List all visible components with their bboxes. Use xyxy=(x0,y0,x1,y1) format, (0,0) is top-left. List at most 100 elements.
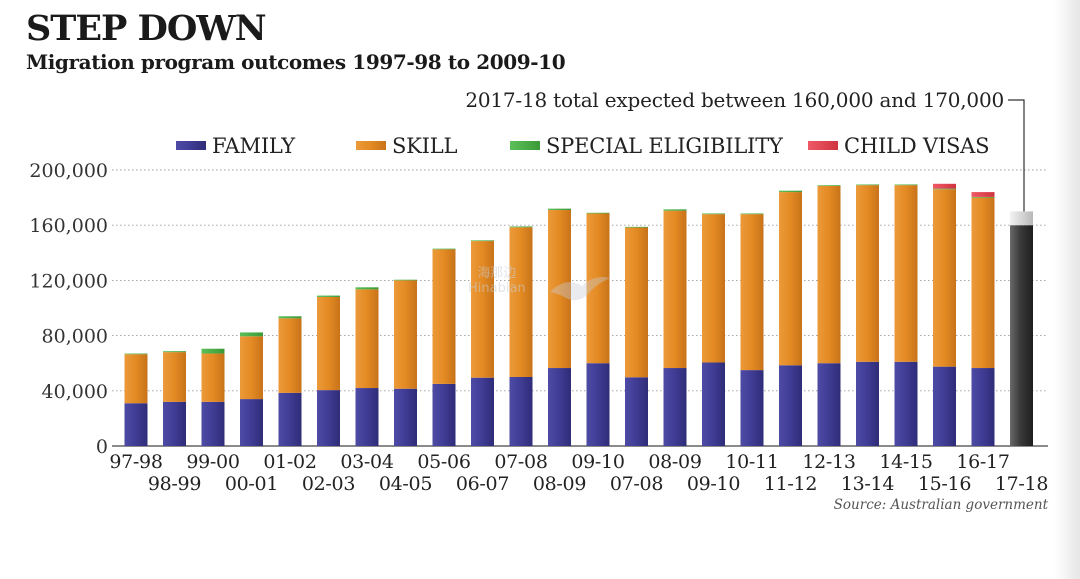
bar-segment-skill xyxy=(471,241,494,378)
x-tick-label: 99-00 xyxy=(186,451,239,473)
bar-segment-family xyxy=(278,392,302,446)
bar-segment-family xyxy=(586,363,610,446)
bar-segment-skill xyxy=(124,354,148,404)
x-tick-label: 17-18 xyxy=(995,473,1048,495)
x-tick-label: 98-99 xyxy=(148,473,201,495)
projection-annotation: 2017-18 total expected between 160,000 a… xyxy=(465,88,1025,212)
bar-segment-special-eligibility xyxy=(740,213,764,215)
bar-segment-special-eligibility xyxy=(779,190,802,193)
bar-segment-special-eligibility xyxy=(817,185,841,186)
legend-label: SKILL xyxy=(392,134,458,158)
bar-segment-family xyxy=(432,383,456,446)
page-edge-shade xyxy=(1054,0,1080,579)
bar-segment-family xyxy=(894,361,918,446)
bar-segment-special-eligibility xyxy=(625,226,648,228)
bar-segment-special-eligibility xyxy=(894,184,918,186)
watermark-text-cn: 海那边 xyxy=(477,266,517,281)
x-tick-label: 09-10 xyxy=(571,451,624,473)
bar-segment-skill xyxy=(509,227,533,377)
legend-swatch-skill xyxy=(356,141,386,150)
bar-segment-skill xyxy=(163,352,186,402)
bar-segment-family xyxy=(201,401,225,446)
bar-segment-family xyxy=(355,388,379,446)
bar-segment-family xyxy=(317,390,340,446)
chart-subtitle: Migration program outcomes 1997-98 to 20… xyxy=(26,50,566,74)
projection-bar-low xyxy=(1010,225,1033,446)
bar-segment-special-eligibility xyxy=(933,188,956,190)
bar-segment-family xyxy=(471,377,494,446)
y-tick-label: 120,000 xyxy=(29,270,108,292)
watermark: 海那边 Hinabian xyxy=(468,266,526,296)
bar-segment-skill xyxy=(355,289,379,389)
x-tick-label: 03-04 xyxy=(340,451,393,473)
bar-segment-family xyxy=(394,388,417,446)
x-tick-label: 00-01 xyxy=(225,473,278,495)
x-tick-label: 15-16 xyxy=(918,473,971,495)
legend-label: CHILD VISAS xyxy=(844,134,989,158)
bar-segment-special-eligibility xyxy=(586,212,610,214)
bar-segment-family xyxy=(663,368,687,446)
watermark-text-en: Hinabian xyxy=(468,281,526,296)
bar-segment-special-eligibility xyxy=(240,332,263,337)
bar-segment-special-eligibility xyxy=(432,248,456,250)
projection-bar-range xyxy=(1010,211,1033,226)
bar-segment-skill xyxy=(278,318,302,393)
bar-segment-family xyxy=(740,370,764,446)
bar-segment-family xyxy=(548,368,571,446)
chart-title: STEP DOWN xyxy=(26,8,267,49)
bar-segment-special-eligibility xyxy=(124,353,148,355)
projection-note: 2017-18 total expected between 160,000 a… xyxy=(465,88,1004,112)
bar-segment-skill xyxy=(740,214,764,371)
y-tick-label: 40,000 xyxy=(42,381,108,403)
bar-segment-family xyxy=(856,361,879,446)
bar-segment-skill xyxy=(817,185,841,364)
bar-segment-family xyxy=(625,377,648,446)
x-tick-label: 05-06 xyxy=(417,451,470,473)
bar-segment-special-eligibility xyxy=(971,196,995,198)
bar-segment-family xyxy=(971,368,995,446)
bar-segment-child-visas xyxy=(971,192,995,197)
bar-segment-family xyxy=(817,363,841,446)
bar-segment-family xyxy=(163,401,186,446)
bar-segment-skill xyxy=(894,185,918,362)
bar-segment-special-eligibility xyxy=(471,240,494,242)
bar-segment-family xyxy=(240,399,263,446)
bar-segment-skill xyxy=(548,210,571,369)
bar-segment-special-eligibility xyxy=(702,213,725,215)
bar-segment-skill xyxy=(663,210,687,369)
x-axis-ticks: 97-9898-9999-0000-0101-0202-0303-0404-05… xyxy=(109,451,1048,495)
bar-segment-skill xyxy=(317,296,340,391)
bars xyxy=(124,183,1033,446)
bar-segment-special-eligibility xyxy=(856,184,879,186)
y-tick-label: 160,000 xyxy=(29,215,108,237)
bar-segment-family xyxy=(124,403,148,446)
bar-segment-child-visas xyxy=(933,183,956,189)
y-axis-ticks: 0 40,000 80,000 120,000 160,000 200,000 xyxy=(29,160,108,458)
x-tick-label: 10-11 xyxy=(725,451,778,473)
source-note: Source: Australian government xyxy=(833,497,1048,513)
bar-segment-special-eligibility xyxy=(201,348,225,354)
legend-swatch-special-eligibility xyxy=(510,141,540,150)
bar-segment-special-eligibility xyxy=(509,226,533,228)
bar-segment-family xyxy=(509,377,533,446)
x-tick-label: 11-12 xyxy=(764,473,817,495)
bar-segment-skill xyxy=(779,192,802,366)
x-tick-label: 04-05 xyxy=(379,473,432,495)
bar-segment-skill xyxy=(856,185,879,362)
x-tick-label: 16-17 xyxy=(956,451,1009,473)
bar-segment-family xyxy=(779,365,802,446)
x-tick-label: 01-02 xyxy=(263,451,316,473)
bar-segment-special-eligibility xyxy=(317,295,340,297)
bar-segment-special-eligibility xyxy=(663,209,687,211)
bar-segment-family xyxy=(933,366,956,446)
bar-segment-skill xyxy=(586,213,610,364)
legend: FAMILY SKILL SPECIAL ELIGIBILITY CHILD VISA… xyxy=(176,134,990,158)
x-tick-label: 12-13 xyxy=(802,451,855,473)
bar-segment-skill xyxy=(432,249,456,384)
x-tick-label: 08-09 xyxy=(648,451,701,473)
y-tick-label: 200,000 xyxy=(29,160,108,182)
x-tick-label: 02-03 xyxy=(302,473,355,495)
x-tick-label: 09-10 xyxy=(687,473,740,495)
bar-segment-special-eligibility xyxy=(278,316,302,319)
